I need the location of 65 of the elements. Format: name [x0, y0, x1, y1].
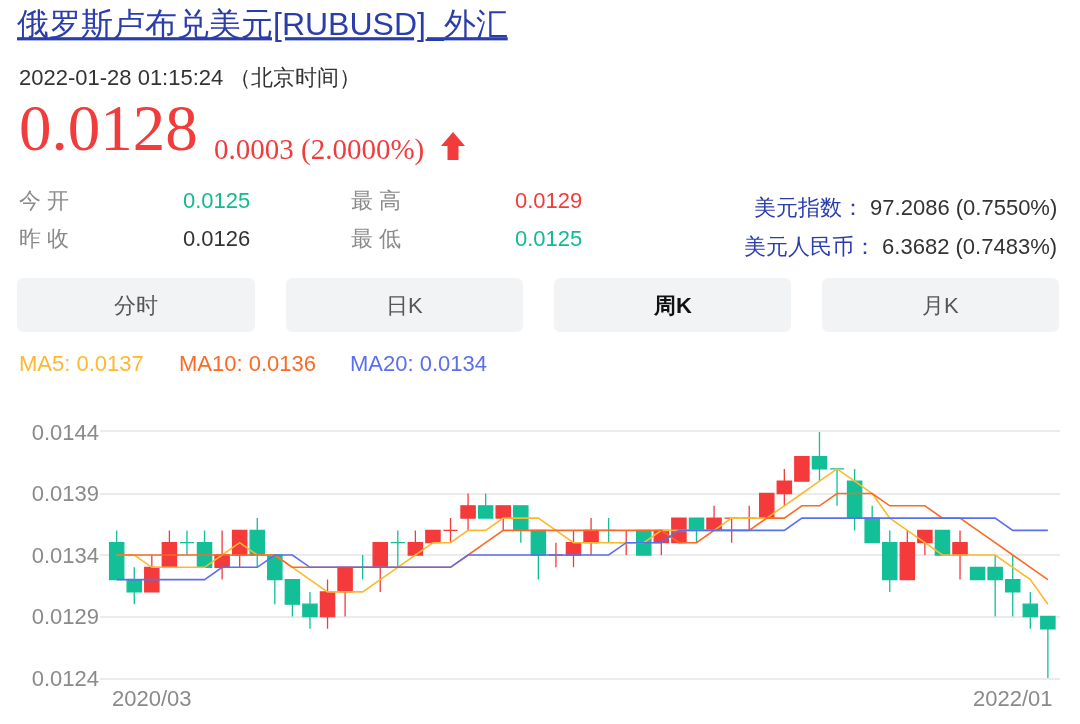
candlestick	[987, 554, 1003, 618]
chart-subtitle: 2022-01-28 01:15:24 （北京时间）	[19, 65, 362, 90]
text: 0.0126	[183, 226, 251, 251]
candlestick	[477, 492, 494, 519]
text: 0.0125	[183, 188, 251, 213]
text: 0.0129	[515, 188, 583, 213]
candlestick	[881, 529, 898, 593]
y-tick-label: 0.0139	[31, 481, 99, 507]
text: 最 低	[351, 226, 402, 251]
text: MA10: 0.0136	[179, 351, 316, 376]
candlestick	[688, 517, 705, 544]
candlestick	[407, 529, 424, 556]
candlestick	[495, 505, 511, 532]
candlestick	[267, 554, 283, 605]
candlestick	[319, 578, 336, 630]
y-tick-label: 0.0144	[31, 419, 99, 445]
text: 美元指数：97.2086 (0.7550%)	[754, 195, 1058, 220]
candlestick	[284, 578, 301, 618]
candlestick	[759, 492, 775, 519]
candlestick	[249, 517, 266, 568]
text: 日K	[386, 293, 423, 318]
text: 分时	[114, 293, 158, 318]
chart-title: 俄罗斯卢布兑美元[RUBUSD]_外汇	[17, 6, 508, 43]
candlestick	[829, 468, 845, 507]
candlestick	[144, 554, 160, 593]
text: 月K	[922, 293, 959, 318]
x-tick-label: 2020/03	[112, 686, 192, 712]
candlestick	[442, 517, 459, 544]
candlestick	[1022, 591, 1039, 630]
x-tick-label: 2022/01	[972, 686, 1053, 712]
candlestick	[864, 505, 880, 544]
candlestick	[337, 566, 353, 618]
text: 今 开	[19, 188, 70, 213]
y-tick-label: 0.0124	[31, 665, 99, 691]
candlestick	[794, 455, 810, 482]
candlestick	[372, 542, 388, 593]
candlestick	[776, 468, 793, 507]
text: 0.0128	[19, 92, 198, 164]
candlestick	[425, 529, 441, 544]
candlestick	[706, 505, 722, 532]
candlestick	[1040, 615, 1056, 678]
candlestick	[1004, 554, 1021, 618]
candlestick	[214, 529, 230, 581]
candlestick	[126, 566, 143, 605]
candlestick	[513, 505, 529, 544]
candlestick	[390, 529, 406, 568]
text: MA20: 0.0134	[350, 351, 487, 376]
candlestick	[811, 432, 828, 482]
candlestick	[899, 529, 916, 581]
text: 昨 收	[19, 226, 70, 251]
text: 0.0125	[515, 226, 583, 251]
candlestick	[108, 529, 125, 581]
candlestick	[179, 529, 195, 556]
text: 美元人民币：6.3682 (0.7483%)	[744, 234, 1058, 259]
y-tick-label: 0.0134	[31, 542, 99, 568]
y-tick-label: 0.0129	[31, 604, 99, 630]
text: 周K	[653, 293, 692, 318]
candlestick	[302, 591, 318, 630]
text: 最 高	[351, 188, 402, 213]
candlestick	[952, 529, 968, 581]
candlestick	[460, 492, 476, 532]
candlestick	[917, 529, 933, 556]
line-series	[115, 517, 1049, 581]
text: MA5: 0.0137	[19, 351, 144, 376]
text: 0.0003 (2.0000%)	[214, 133, 425, 166]
